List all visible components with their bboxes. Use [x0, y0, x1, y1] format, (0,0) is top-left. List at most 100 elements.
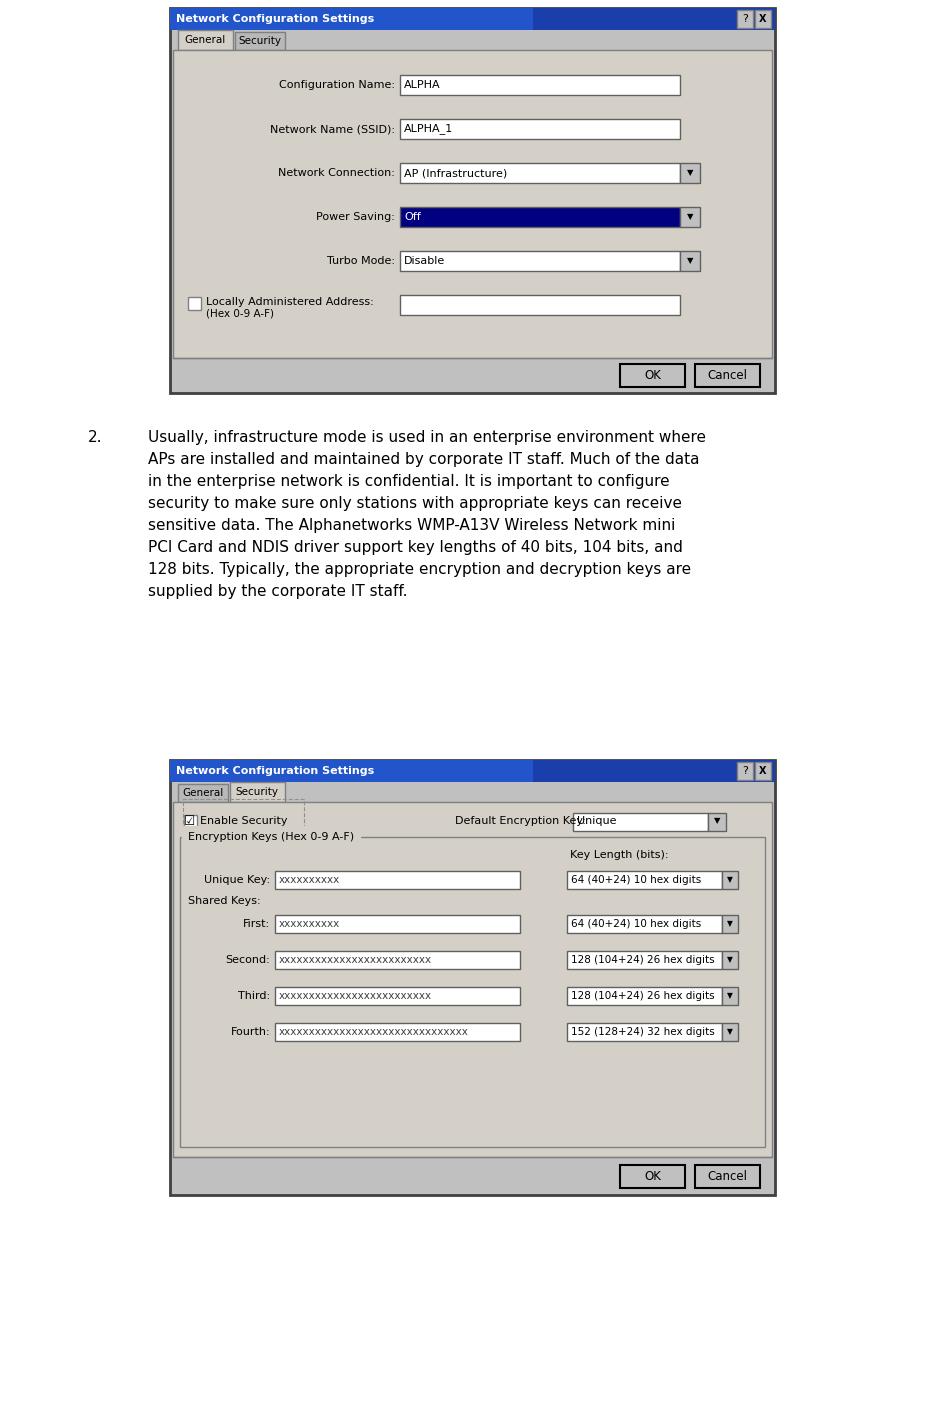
Bar: [708, 813, 726, 832]
Bar: [567, 952, 722, 969]
Bar: [567, 915, 722, 933]
Bar: [275, 1024, 520, 1041]
Text: Enable Security: Enable Security: [200, 816, 288, 826]
Bar: [400, 162, 680, 184]
Text: AP (Infrastructure): AP (Infrastructure): [404, 168, 507, 178]
Bar: [400, 119, 680, 138]
Text: ▼: ▼: [727, 956, 733, 964]
Text: Network Name (SSID):: Network Name (SSID):: [270, 124, 395, 134]
Text: Network Configuration Settings: Network Configuration Settings: [176, 765, 374, 777]
Text: 128 bits. Typically, the appropriate encryption and decryption keys are: 128 bits. Typically, the appropriate enc…: [148, 562, 691, 578]
Bar: [620, 364, 685, 387]
Text: 152 (128+24) 32 hex digits: 152 (128+24) 32 hex digits: [571, 1027, 715, 1036]
Bar: [567, 871, 722, 890]
Text: ☑: ☑: [184, 815, 195, 827]
Bar: [400, 208, 680, 227]
Text: sensitive data. The Alphanetworks WMP-A13V Wireless Network mini: sensitive data. The Alphanetworks WMP-A1…: [148, 518, 675, 532]
Text: xxxxxxxxxx: xxxxxxxxxx: [279, 919, 340, 929]
Bar: [170, 760, 533, 782]
Text: Power Saving:: Power Saving:: [316, 212, 395, 222]
Bar: [170, 760, 775, 1195]
Text: Locally Administered Address:: Locally Administered Address:: [206, 297, 374, 306]
Bar: [170, 760, 775, 782]
Text: ?: ?: [742, 765, 748, 777]
Text: ▼: ▼: [686, 168, 693, 178]
Text: ▼: ▼: [686, 212, 693, 222]
Bar: [737, 762, 753, 779]
Text: Unique Key:: Unique Key:: [204, 875, 270, 885]
Bar: [275, 987, 520, 1005]
Text: PCI Card and NDIS driver support key lengths of 40 bits, 104 bits, and: PCI Card and NDIS driver support key len…: [148, 539, 683, 555]
Bar: [680, 208, 700, 227]
Text: security to make sure only stations with appropriate keys can receive: security to make sure only stations with…: [148, 496, 682, 511]
Text: Shared Keys:: Shared Keys:: [188, 897, 261, 907]
Bar: [275, 952, 520, 969]
Bar: [567, 1024, 722, 1041]
Bar: [180, 837, 765, 1147]
Bar: [188, 297, 201, 311]
Text: Disable: Disable: [404, 256, 446, 265]
Text: OK: OK: [644, 1171, 661, 1183]
Text: (Hex 0-9 A-F): (Hex 0-9 A-F): [206, 309, 274, 319]
Bar: [275, 915, 520, 933]
Bar: [722, 1024, 738, 1041]
Text: ?: ?: [742, 14, 748, 24]
Text: Network Connection:: Network Connection:: [278, 168, 395, 178]
Text: xxxxxxxxxxxxxxxxxxxxxxxxxxxxxxx: xxxxxxxxxxxxxxxxxxxxxxxxxxxxxxx: [279, 1027, 469, 1036]
Text: Cancel: Cancel: [707, 1171, 748, 1183]
Text: xxxxxxxxxxxxxxxxxxxxxxxxx: xxxxxxxxxxxxxxxxxxxxxxxxx: [279, 991, 432, 1001]
Text: Security: Security: [235, 786, 278, 796]
Bar: [173, 49, 772, 359]
Text: Configuration Name:: Configuration Name:: [279, 80, 395, 90]
Bar: [695, 1165, 760, 1187]
Text: General: General: [184, 35, 226, 45]
Text: ▼: ▼: [727, 875, 733, 884]
Text: xxxxxxxxxx: xxxxxxxxxx: [279, 875, 340, 885]
Bar: [722, 952, 738, 969]
Text: Cancel: Cancel: [707, 369, 748, 383]
Text: ▼: ▼: [686, 257, 693, 265]
Text: X: X: [759, 765, 767, 777]
Text: 128 (104+24) 26 hex digits: 128 (104+24) 26 hex digits: [571, 991, 715, 1001]
Bar: [722, 987, 738, 1005]
Bar: [230, 782, 285, 802]
Text: Fourth:: Fourth:: [230, 1027, 270, 1036]
Bar: [170, 8, 533, 30]
Text: APs are installed and maintained by corporate IT staff. Much of the data: APs are installed and maintained by corp…: [148, 452, 700, 467]
Text: Turbo Mode:: Turbo Mode:: [327, 256, 395, 265]
Text: ALPHA: ALPHA: [404, 80, 441, 90]
Bar: [737, 10, 753, 28]
Text: 64 (40+24) 10 hex digits: 64 (40+24) 10 hex digits: [571, 919, 701, 929]
Text: Encryption Keys (Hex 0-9 A-F): Encryption Keys (Hex 0-9 A-F): [188, 832, 354, 842]
Text: in the enterprise network is confidential. It is important to configure: in the enterprise network is confidentia…: [148, 474, 669, 489]
Text: 128 (104+24) 26 hex digits: 128 (104+24) 26 hex digits: [571, 955, 715, 964]
Text: Off: Off: [404, 212, 421, 222]
Text: Network Configuration Settings: Network Configuration Settings: [176, 14, 374, 24]
Text: First:: First:: [243, 919, 270, 929]
Text: OK: OK: [644, 369, 661, 383]
Text: General: General: [182, 788, 224, 798]
Bar: [400, 75, 680, 95]
Bar: [170, 8, 775, 30]
Text: xxxxxxxxxxxxxxxxxxxxxxxxx: xxxxxxxxxxxxxxxxxxxxxxxxx: [279, 955, 432, 964]
Bar: [567, 987, 722, 1005]
Bar: [722, 915, 738, 933]
Bar: [184, 815, 197, 827]
Bar: [275, 871, 520, 890]
Text: ▼: ▼: [727, 919, 733, 929]
Bar: [170, 8, 775, 393]
Bar: [400, 251, 680, 271]
Bar: [178, 30, 233, 49]
Bar: [620, 1165, 685, 1187]
Text: Security: Security: [239, 35, 281, 47]
Text: ▼: ▼: [727, 991, 733, 1001]
Bar: [680, 251, 700, 271]
Bar: [573, 813, 708, 832]
Bar: [235, 32, 285, 49]
Text: Default Encryption Key:: Default Encryption Key:: [455, 816, 586, 826]
Bar: [722, 871, 738, 890]
Bar: [173, 802, 772, 1156]
Bar: [755, 762, 771, 779]
Bar: [680, 162, 700, 184]
Text: Third:: Third:: [238, 991, 270, 1001]
